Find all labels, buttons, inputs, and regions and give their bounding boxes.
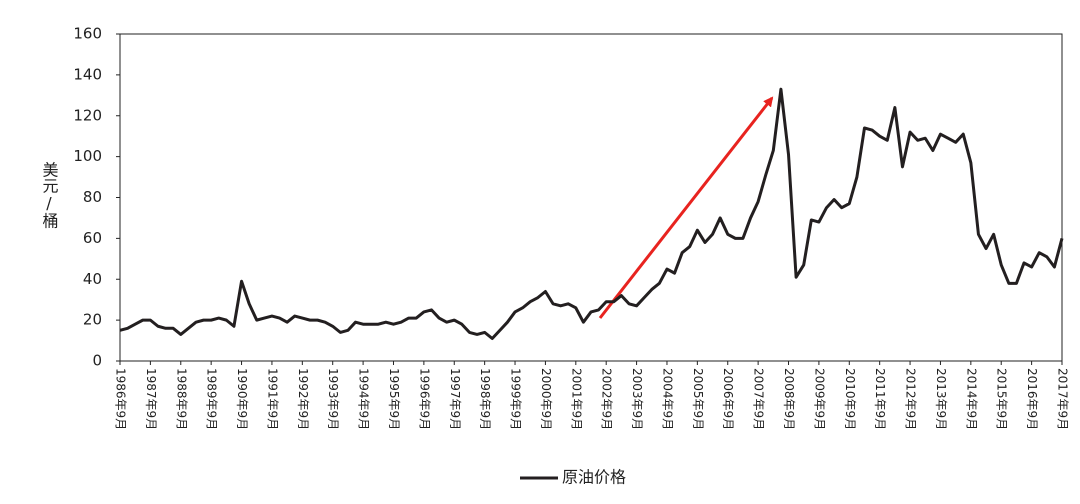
x-tick-label: 2014年9月 bbox=[964, 368, 978, 430]
x-tick-label: 1990年9月 bbox=[235, 368, 249, 430]
y-tick-label: 60 bbox=[83, 229, 102, 247]
x-tick-label: 2012年9月 bbox=[904, 368, 918, 430]
x-tick-label: 2003年9月 bbox=[630, 368, 644, 430]
y-axis-label: 美元/桶 bbox=[40, 162, 59, 229]
x-tick-label: 1998年9月 bbox=[478, 368, 492, 430]
x-tick-label: 1991年9月 bbox=[265, 368, 279, 430]
y-tick-label: 100 bbox=[73, 147, 102, 165]
x-tick-label: 1988年9月 bbox=[174, 368, 188, 430]
x-tick-label: 2001年9月 bbox=[569, 368, 583, 430]
x-tick-label: 2013年9月 bbox=[934, 368, 948, 430]
x-tick-label: 2002年9月 bbox=[600, 368, 614, 430]
x-tick-label: 1994年9月 bbox=[357, 368, 371, 430]
y-tick-label: 0 bbox=[92, 352, 102, 370]
x-tick-label: 1986年9月 bbox=[114, 368, 128, 430]
y-tick-label: 120 bbox=[73, 106, 102, 124]
x-tick-label: 2016年9月 bbox=[1025, 368, 1039, 430]
x-tick-label: 1992年9月 bbox=[296, 368, 310, 430]
x-tick-label: 2011年9月 bbox=[873, 368, 887, 430]
x-tick-label: 1999年9月 bbox=[509, 368, 523, 430]
y-tick-label: 20 bbox=[83, 311, 102, 329]
x-tick-label: 2017年9月 bbox=[1056, 368, 1070, 430]
x-tick-label: 1995年9月 bbox=[387, 368, 401, 430]
y-tick-label: 140 bbox=[73, 65, 102, 83]
y-tick-label: 80 bbox=[83, 188, 102, 206]
x-tick-label: 2006年9月 bbox=[721, 368, 735, 430]
x-tick-label: 2005年9月 bbox=[691, 368, 705, 430]
x-tick-label: 2008年9月 bbox=[782, 368, 796, 430]
x-tick-label: 1996年9月 bbox=[417, 368, 431, 430]
x-tick-label: 1987年9月 bbox=[144, 368, 158, 430]
x-tick-label: 1997年9月 bbox=[448, 368, 462, 430]
x-tick-label: 1993年9月 bbox=[326, 368, 340, 430]
x-tick-label: 1989年9月 bbox=[205, 368, 219, 430]
y-tick-label: 40 bbox=[83, 270, 102, 288]
data-line bbox=[119, 87, 1064, 341]
x-tick-label: 2015年9月 bbox=[995, 368, 1009, 430]
legend-label: 原油价格 bbox=[562, 468, 626, 487]
y-tick-label: 160 bbox=[73, 25, 102, 43]
x-tick-label: 2007年9月 bbox=[752, 368, 766, 430]
x-tick-label: 2004年9月 bbox=[660, 368, 674, 430]
trend-arrow bbox=[598, 96, 774, 319]
x-tick-label: 2009年9月 bbox=[812, 368, 826, 430]
x-tick-label: 2000年9月 bbox=[539, 368, 553, 430]
x-tick-label: 2010年9月 bbox=[843, 368, 857, 430]
